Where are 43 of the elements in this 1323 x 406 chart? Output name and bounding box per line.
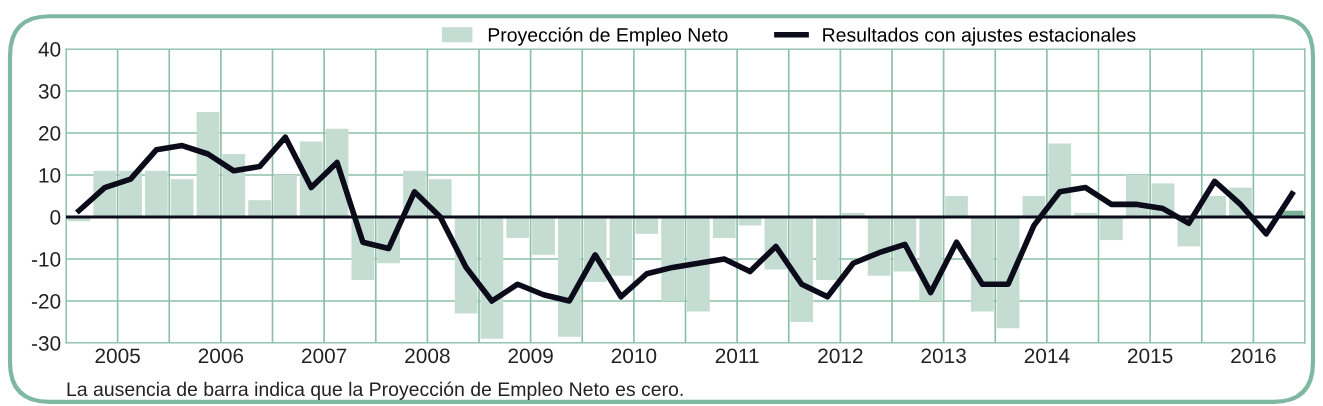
x-tick-label: 2009 <box>508 348 553 364</box>
bar <box>635 217 659 234</box>
text: La ausencia de barra indica que la Proyección de Empleo Neto es cero. <box>67 381 683 400</box>
y-tick-label: 30 <box>38 84 61 99</box>
y-tick-label: -20 <box>31 294 61 309</box>
x-tick-label: 2007 <box>302 348 347 364</box>
legend-label: Proyección de Empleo Neto <box>488 27 728 46</box>
x-tick-label: 2006 <box>198 348 244 364</box>
x-tick-label: 2015 <box>1128 348 1173 364</box>
y-tick-label: -10 <box>31 252 61 267</box>
x-tick-label: 2008 <box>405 348 450 364</box>
bar <box>945 196 968 217</box>
y-tick-label: 40 <box>38 42 61 57</box>
bar <box>609 217 633 276</box>
y-tick-label: 0 <box>50 210 61 225</box>
bar <box>170 179 194 217</box>
y-tick-label: -30 <box>31 336 61 351</box>
legend-label: Resultados con ajustes estacionales <box>823 27 1136 46</box>
x-tick-label: 2005 <box>95 348 140 364</box>
bar <box>1100 217 1123 241</box>
bar <box>532 217 555 255</box>
bar <box>687 217 710 312</box>
bar <box>480 217 504 339</box>
bar <box>790 217 814 322</box>
bar <box>506 217 530 238</box>
x-tick-label: 2012 <box>818 348 863 364</box>
bar <box>144 170 168 217</box>
bar <box>661 217 684 301</box>
bar <box>970 217 994 312</box>
x-tick-label: 2010 <box>611 348 657 364</box>
bar <box>196 112 220 217</box>
x-tick-label: 2013 <box>921 348 966 364</box>
bar <box>816 217 839 280</box>
bar <box>712 217 736 238</box>
x-tick-label: 2014 <box>1024 348 1070 364</box>
bar <box>996 217 1020 329</box>
bar <box>248 200 271 217</box>
bar <box>274 175 297 217</box>
bar <box>557 217 581 337</box>
x-tick-label: 2011 <box>715 348 759 364</box>
y-tick-label: 10 <box>39 168 61 183</box>
y-tick-label: 20 <box>39 126 61 141</box>
x-tick-label: 2016 <box>1231 348 1276 364</box>
